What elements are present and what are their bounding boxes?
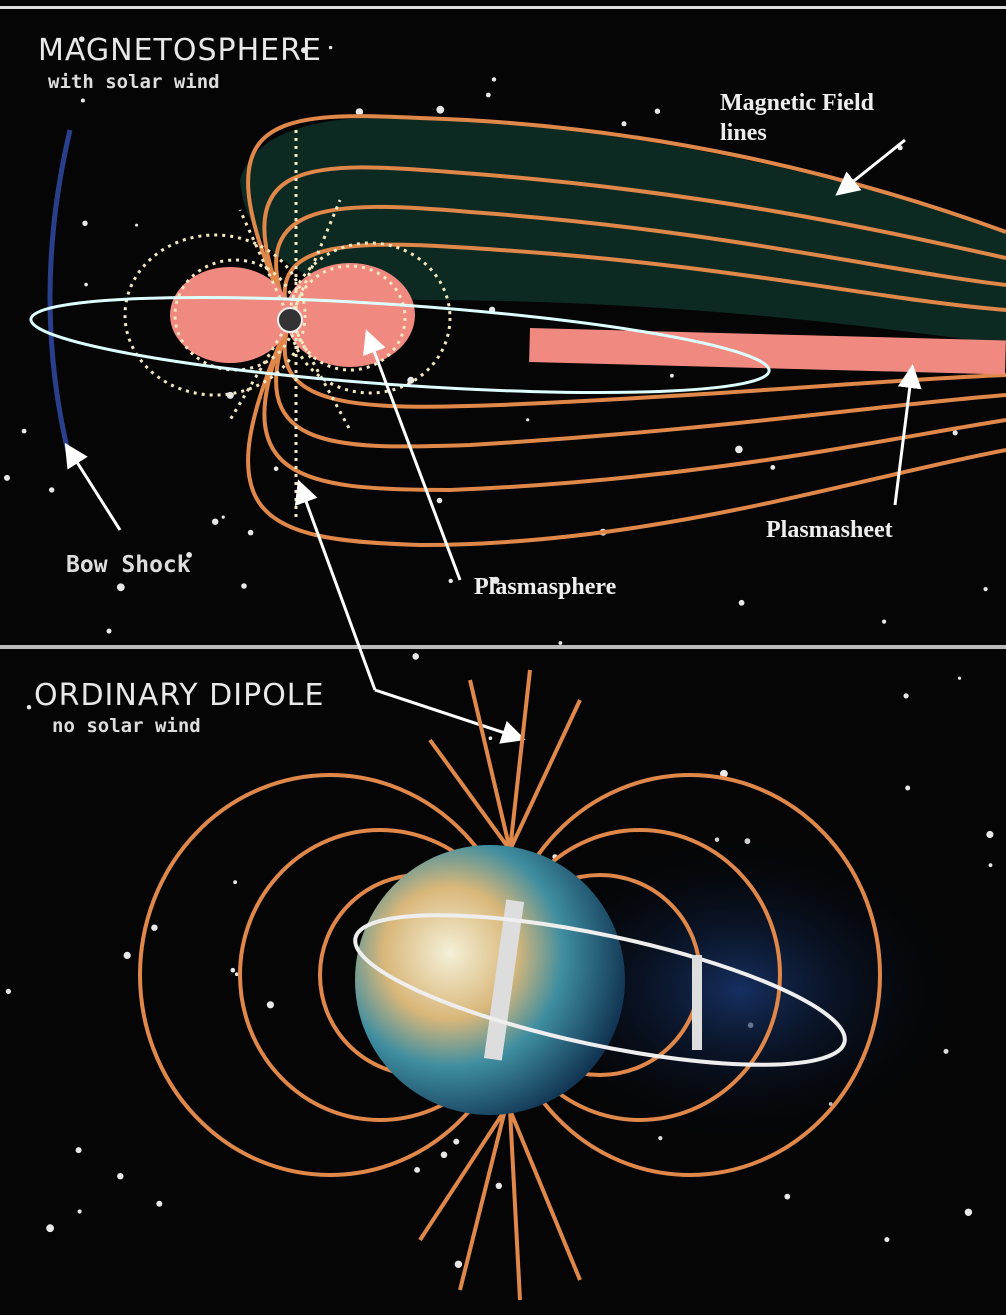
star [46, 1224, 54, 1232]
star [267, 1001, 274, 1008]
star [27, 705, 31, 709]
star [441, 1152, 448, 1159]
star [559, 641, 563, 645]
diagram: MAGNETOSPHERE with solar wind Magnetic F… [0, 0, 1006, 1315]
label: lines [720, 120, 767, 146]
star [82, 221, 87, 226]
star [241, 583, 247, 589]
star [455, 1261, 462, 1268]
star [6, 989, 11, 994]
star [622, 121, 627, 126]
star [233, 880, 237, 884]
star [329, 46, 332, 49]
star [735, 446, 743, 454]
star [526, 418, 529, 421]
star [984, 587, 988, 591]
star [49, 487, 54, 492]
star [492, 77, 496, 81]
star [84, 283, 88, 287]
star [135, 224, 138, 227]
star [124, 952, 131, 959]
star [436, 106, 444, 114]
star [76, 1147, 82, 1153]
star [784, 1194, 790, 1200]
star [412, 653, 419, 660]
star [156, 1201, 162, 1207]
label: Plasmasheet [766, 517, 893, 543]
star [989, 863, 993, 867]
panel-title: ORDINARY DIPOLE [34, 678, 324, 713]
star [958, 677, 961, 680]
panel-title: MAGNETOSPHERE [38, 33, 322, 68]
label: Magnetic Field [720, 90, 875, 116]
star [4, 475, 10, 481]
star [904, 693, 909, 698]
star [414, 1167, 420, 1173]
satellite [692, 955, 702, 1050]
panel-subtitle: with solar wind [48, 71, 220, 93]
star [151, 925, 157, 931]
star [117, 583, 125, 591]
star [235, 972, 239, 976]
star [882, 620, 886, 624]
star [770, 465, 775, 470]
star [437, 498, 443, 504]
label: Bow Shock [66, 552, 191, 578]
star [965, 1209, 972, 1216]
star [274, 466, 279, 471]
star [655, 109, 660, 114]
star [22, 429, 27, 434]
star [117, 1173, 123, 1179]
top-border [0, 6, 1006, 9]
label: Plasmasphere [474, 574, 617, 600]
star [212, 519, 218, 525]
star [449, 579, 453, 583]
star [739, 600, 745, 606]
panel-subtitle: no solar wind [52, 715, 201, 737]
star [107, 629, 112, 634]
star [248, 530, 254, 536]
star [222, 516, 225, 519]
star [905, 786, 910, 791]
star [953, 430, 958, 435]
earth-small [278, 308, 302, 332]
star [81, 99, 85, 103]
star [78, 1209, 82, 1213]
panel-divider [0, 645, 1006, 649]
star [884, 1237, 889, 1242]
star [486, 93, 491, 98]
star [231, 968, 236, 973]
star [453, 1139, 459, 1145]
star [670, 374, 674, 378]
star [489, 736, 493, 740]
star [496, 1183, 502, 1189]
star [986, 831, 993, 838]
